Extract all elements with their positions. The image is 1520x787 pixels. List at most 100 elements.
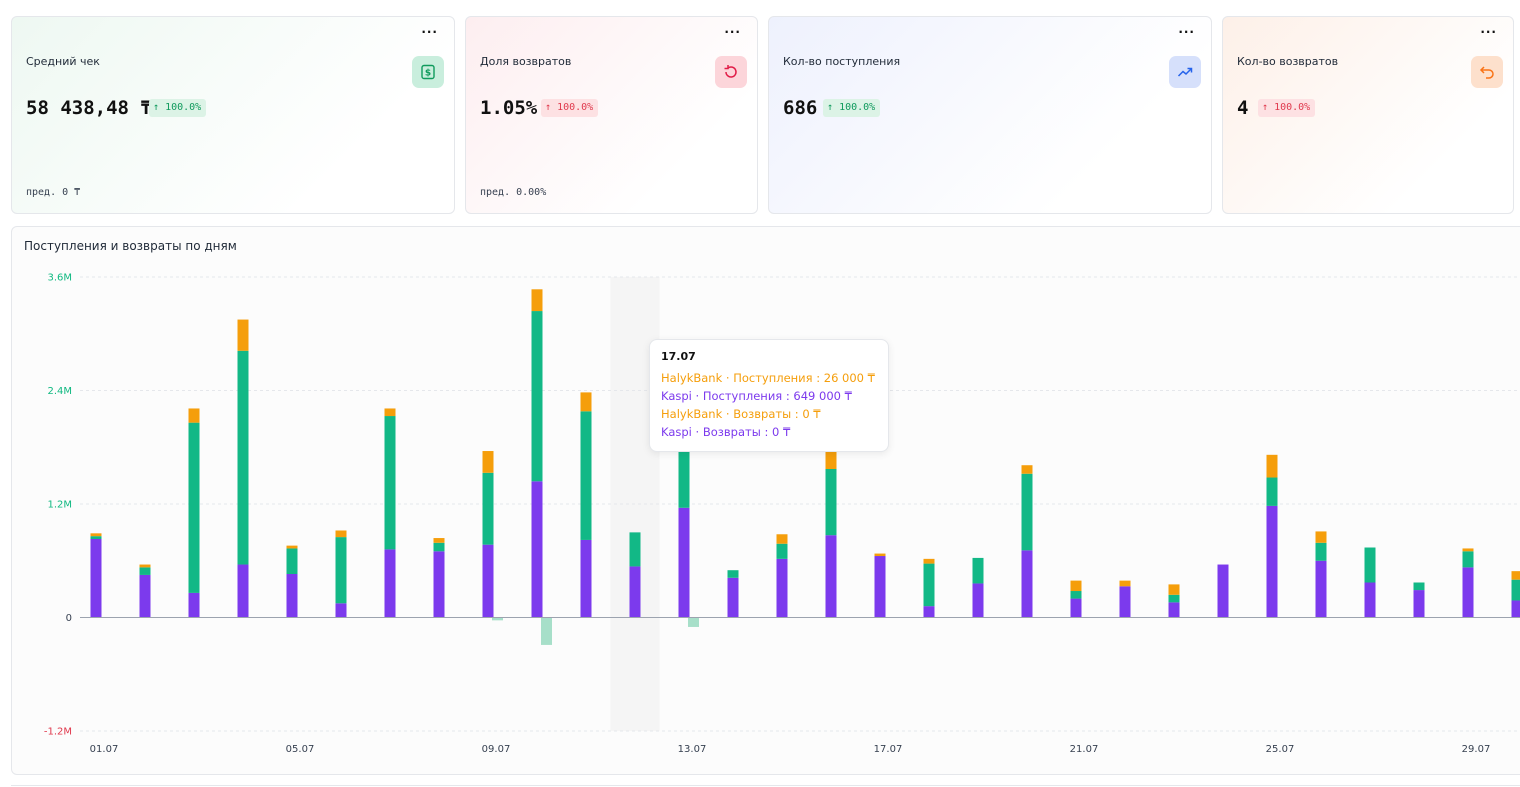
bar-segment xyxy=(923,606,935,618)
bar-segment xyxy=(384,408,396,417)
card-title: Кол-во поступления xyxy=(783,55,901,68)
y-tick-label: -1.2M xyxy=(44,727,72,738)
arrow-up-icon: ↑ xyxy=(827,102,834,113)
bar-segment xyxy=(1217,564,1229,618)
card-menu-button[interactable]: ··· xyxy=(1178,25,1195,39)
bar-segment xyxy=(482,472,494,545)
bar-segment xyxy=(1021,465,1033,474)
bar-segment xyxy=(1315,560,1327,618)
bar-segment xyxy=(1413,590,1425,618)
tooltip-row: HalykBank · Возвраты : 0 ₸ xyxy=(661,407,821,421)
bar-segment xyxy=(482,451,494,473)
arrow-up-icon: ↑ xyxy=(153,102,160,113)
bar-segment xyxy=(874,556,886,618)
bar-segment xyxy=(1413,582,1425,591)
bar-segment xyxy=(776,558,788,618)
bar-segment xyxy=(1364,547,1376,583)
bar-segment xyxy=(923,558,935,564)
bar-segment xyxy=(90,533,102,537)
bar-segment xyxy=(1168,602,1180,618)
previous-value: пред. 0.00% xyxy=(480,187,547,198)
bar-segment xyxy=(580,411,592,540)
bar-segment xyxy=(1070,580,1082,592)
bar-segment xyxy=(1021,550,1033,618)
kpi-card-refund-count: ··· Кол-во возвратов 4 ↑ 100.0% xyxy=(1222,16,1514,214)
bar-segment xyxy=(972,583,984,618)
card-title: Средний чек xyxy=(26,55,100,68)
bar-segment xyxy=(1119,580,1131,587)
bar-segment xyxy=(433,542,445,552)
bar-segment xyxy=(531,289,543,312)
card-title: Доля возвратов xyxy=(480,55,572,68)
bar-segment xyxy=(825,535,837,618)
y-tick-label: 0 xyxy=(66,613,72,624)
refund-bar xyxy=(688,617,699,627)
delta-badge: ↑ 100.0% xyxy=(541,99,599,117)
x-tick-label: 29.07 xyxy=(1462,744,1491,755)
delta-badge: ↑ 100.0% xyxy=(823,99,881,117)
bar-segment xyxy=(433,538,445,543)
bar-segment xyxy=(629,566,641,618)
bar-segment xyxy=(1168,594,1180,603)
bar-segment xyxy=(1462,551,1474,568)
bar-segment xyxy=(825,469,837,536)
refresh-icon xyxy=(715,56,747,88)
bar-segment xyxy=(1315,531,1327,543)
bar-segment xyxy=(335,603,347,618)
bar-segment xyxy=(237,564,249,618)
refund-bar xyxy=(541,617,552,645)
bar-segment xyxy=(776,534,788,544)
bar-segment xyxy=(531,481,543,618)
bar-segment xyxy=(1462,567,1474,618)
kpi-card-avg-check: ··· Средний чек $ 58 438,48 ₸ ↑ 100.0% п… xyxy=(11,16,455,214)
bar-segment xyxy=(139,574,151,618)
tooltip-row: Kaspi · Возвраты : 0 ₸ xyxy=(661,425,791,439)
dollar-bill-icon: $ xyxy=(412,56,444,88)
bar-segment xyxy=(384,416,396,550)
bar-segment xyxy=(433,551,445,618)
kpi-value: 58 438,48 ₸ xyxy=(26,97,152,119)
kpi-value: 686 xyxy=(783,97,818,119)
x-tick-label: 05.07 xyxy=(286,744,315,755)
bar-segment xyxy=(1511,571,1520,580)
kpi-value: 1.05% xyxy=(480,97,538,119)
delta-value: 100.0% xyxy=(1274,102,1311,113)
bar-segment xyxy=(286,545,298,549)
bar-segment xyxy=(531,311,543,482)
x-tick-label: 21.07 xyxy=(1070,744,1099,755)
bar-segment xyxy=(286,548,298,574)
bar-segment xyxy=(384,549,396,618)
bar-segment xyxy=(580,539,592,618)
kpi-value: 4 xyxy=(1237,97,1249,119)
bar-segment xyxy=(1168,584,1180,595)
bar-segment xyxy=(188,592,200,618)
chart-tooltip: 17.07 HalykBank · Поступления : 26 000 ₸… xyxy=(649,339,889,452)
bar-segment xyxy=(776,543,788,559)
delta-badge: ↑ 100.0% xyxy=(149,99,207,117)
bar-segment xyxy=(678,415,690,508)
bar-segment xyxy=(1511,579,1520,601)
bar-segment xyxy=(90,538,102,618)
bar-segment xyxy=(727,570,739,578)
bar-segment xyxy=(482,544,494,618)
kpi-card-income-count: ··· Кол-во поступления 686 ↑ 100.0% xyxy=(768,16,1212,214)
x-tick-label: 17.07 xyxy=(874,744,903,755)
card-menu-button[interactable]: ··· xyxy=(1480,25,1497,39)
bar-segment xyxy=(629,532,641,567)
tooltip-row: HalykBank · Поступления : 26 000 ₸ xyxy=(661,371,875,385)
delta-value: 100.0% xyxy=(165,102,202,113)
bar-segment xyxy=(335,530,347,538)
bar-segment xyxy=(237,319,249,351)
bar-segment xyxy=(139,567,151,575)
delta-value: 100.0% xyxy=(839,102,876,113)
card-menu-button[interactable]: ··· xyxy=(421,25,438,39)
card-menu-button[interactable]: ··· xyxy=(724,25,741,39)
bar-segment xyxy=(90,536,102,539)
bar-segment xyxy=(286,573,298,618)
x-tick-label: 09.07 xyxy=(482,744,511,755)
delta-badge: ↑ 100.0% xyxy=(1258,99,1316,117)
tooltip-row: Kaspi · Поступления : 649 000 ₸ xyxy=(661,389,852,403)
svg-text:$: $ xyxy=(425,69,431,79)
bar-segment xyxy=(1511,600,1520,618)
